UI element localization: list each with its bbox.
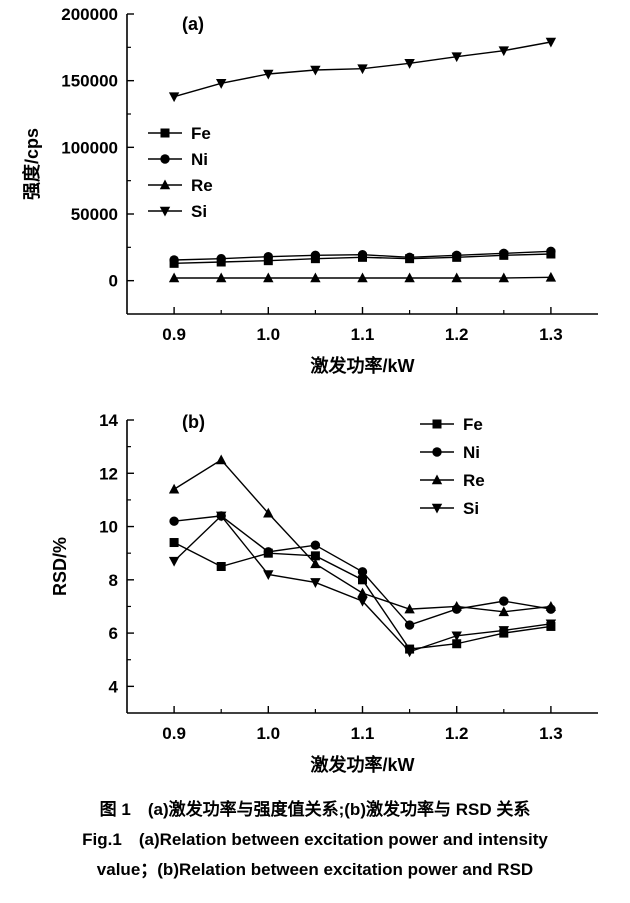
- y-tick-label: 200000: [61, 5, 118, 24]
- series-Si: [168, 511, 557, 658]
- series-Si: [168, 37, 557, 103]
- x-tick-label: 1.1: [351, 724, 375, 743]
- legend-label-Re: Re: [463, 471, 485, 490]
- figure-caption: 图 1 (a)激发功率与强度值关系;(b)激发功率与 RSD 关系 Fig.1 …: [0, 785, 630, 885]
- panel-label: (b): [182, 412, 205, 432]
- y-axis-label: 强度/cps: [21, 128, 42, 200]
- legend-label-Ni: Ni: [463, 443, 480, 462]
- axes: 0.9 1.0 1.1 1.2 1.3 0 50000 100000 150000 200000: [61, 5, 598, 344]
- caption-line-zh: 图 1 (a)激发功率与强度值关系;(b)激发功率与 RSD 关系: [99, 800, 531, 819]
- y-axis-label: RSD/%: [50, 537, 70, 596]
- x-tick-label: 1.0: [256, 724, 280, 743]
- y-tick-label: 14: [99, 411, 118, 430]
- x-tick-label: 1.3: [539, 325, 563, 344]
- chart-a-intensity-vs-power: 0.9 1.0 1.1 1.2 1.3 0 50000 100000 150000 200000 激…: [21, 5, 598, 376]
- x-axis-label: 激发功率/kW: [310, 754, 414, 775]
- axes: 0.9 1.0 1.1 1.2 1.3 4 6 8 10 12 14: [99, 411, 598, 743]
- legend-label-Si: Si: [191, 202, 207, 221]
- y-tick-label: 150000: [61, 72, 118, 91]
- legend: Fe Ni Re Si: [420, 415, 485, 518]
- legend-label-Ni: Ni: [191, 150, 208, 169]
- y-tick-label: 6: [109, 624, 118, 643]
- legend-label-Re: Re: [191, 176, 213, 195]
- x-axis-label: 激发功率/kW: [310, 355, 414, 376]
- y-tick-label: 12: [99, 464, 118, 483]
- caption-line-en-1: Fig.1 (a)Relation between excitation pow…: [82, 830, 548, 849]
- series-Ni: [169, 246, 556, 265]
- legend-label-Fe: Fe: [463, 415, 483, 434]
- y-tick-label: 50000: [71, 205, 118, 224]
- series-Re: [168, 454, 557, 617]
- legend-label-Fe: Fe: [191, 124, 211, 143]
- x-tick-label: 1.1: [351, 325, 375, 344]
- y-tick-label: 8: [109, 571, 118, 590]
- y-tick-label: 4: [109, 677, 119, 696]
- series-Re: [168, 271, 557, 283]
- x-tick-label: 1.2: [445, 724, 469, 743]
- x-tick-label: 0.9: [162, 724, 186, 743]
- series-Ni: [169, 511, 556, 630]
- x-tick-label: 1.3: [539, 724, 563, 743]
- panel-label: (a): [182, 14, 204, 34]
- legend: Fe Ni Re Si: [148, 124, 213, 221]
- x-tick-label: 1.2: [445, 325, 469, 344]
- x-tick-label: 0.9: [162, 325, 186, 344]
- y-tick-label: 0: [109, 272, 118, 291]
- caption-line-en-2: value；(b)Relation between excitation pow…: [96, 860, 534, 879]
- y-tick-label: 10: [99, 518, 118, 537]
- chart-b-rsd-vs-power: 0.9 1.0 1.1 1.2 1.3 4 6 8 10 12 14 激发功率/kW RSD/% (b) F…: [50, 411, 598, 775]
- legend-label-Si: Si: [463, 499, 479, 518]
- y-tick-label: 100000: [61, 138, 118, 157]
- x-tick-label: 1.0: [256, 325, 280, 344]
